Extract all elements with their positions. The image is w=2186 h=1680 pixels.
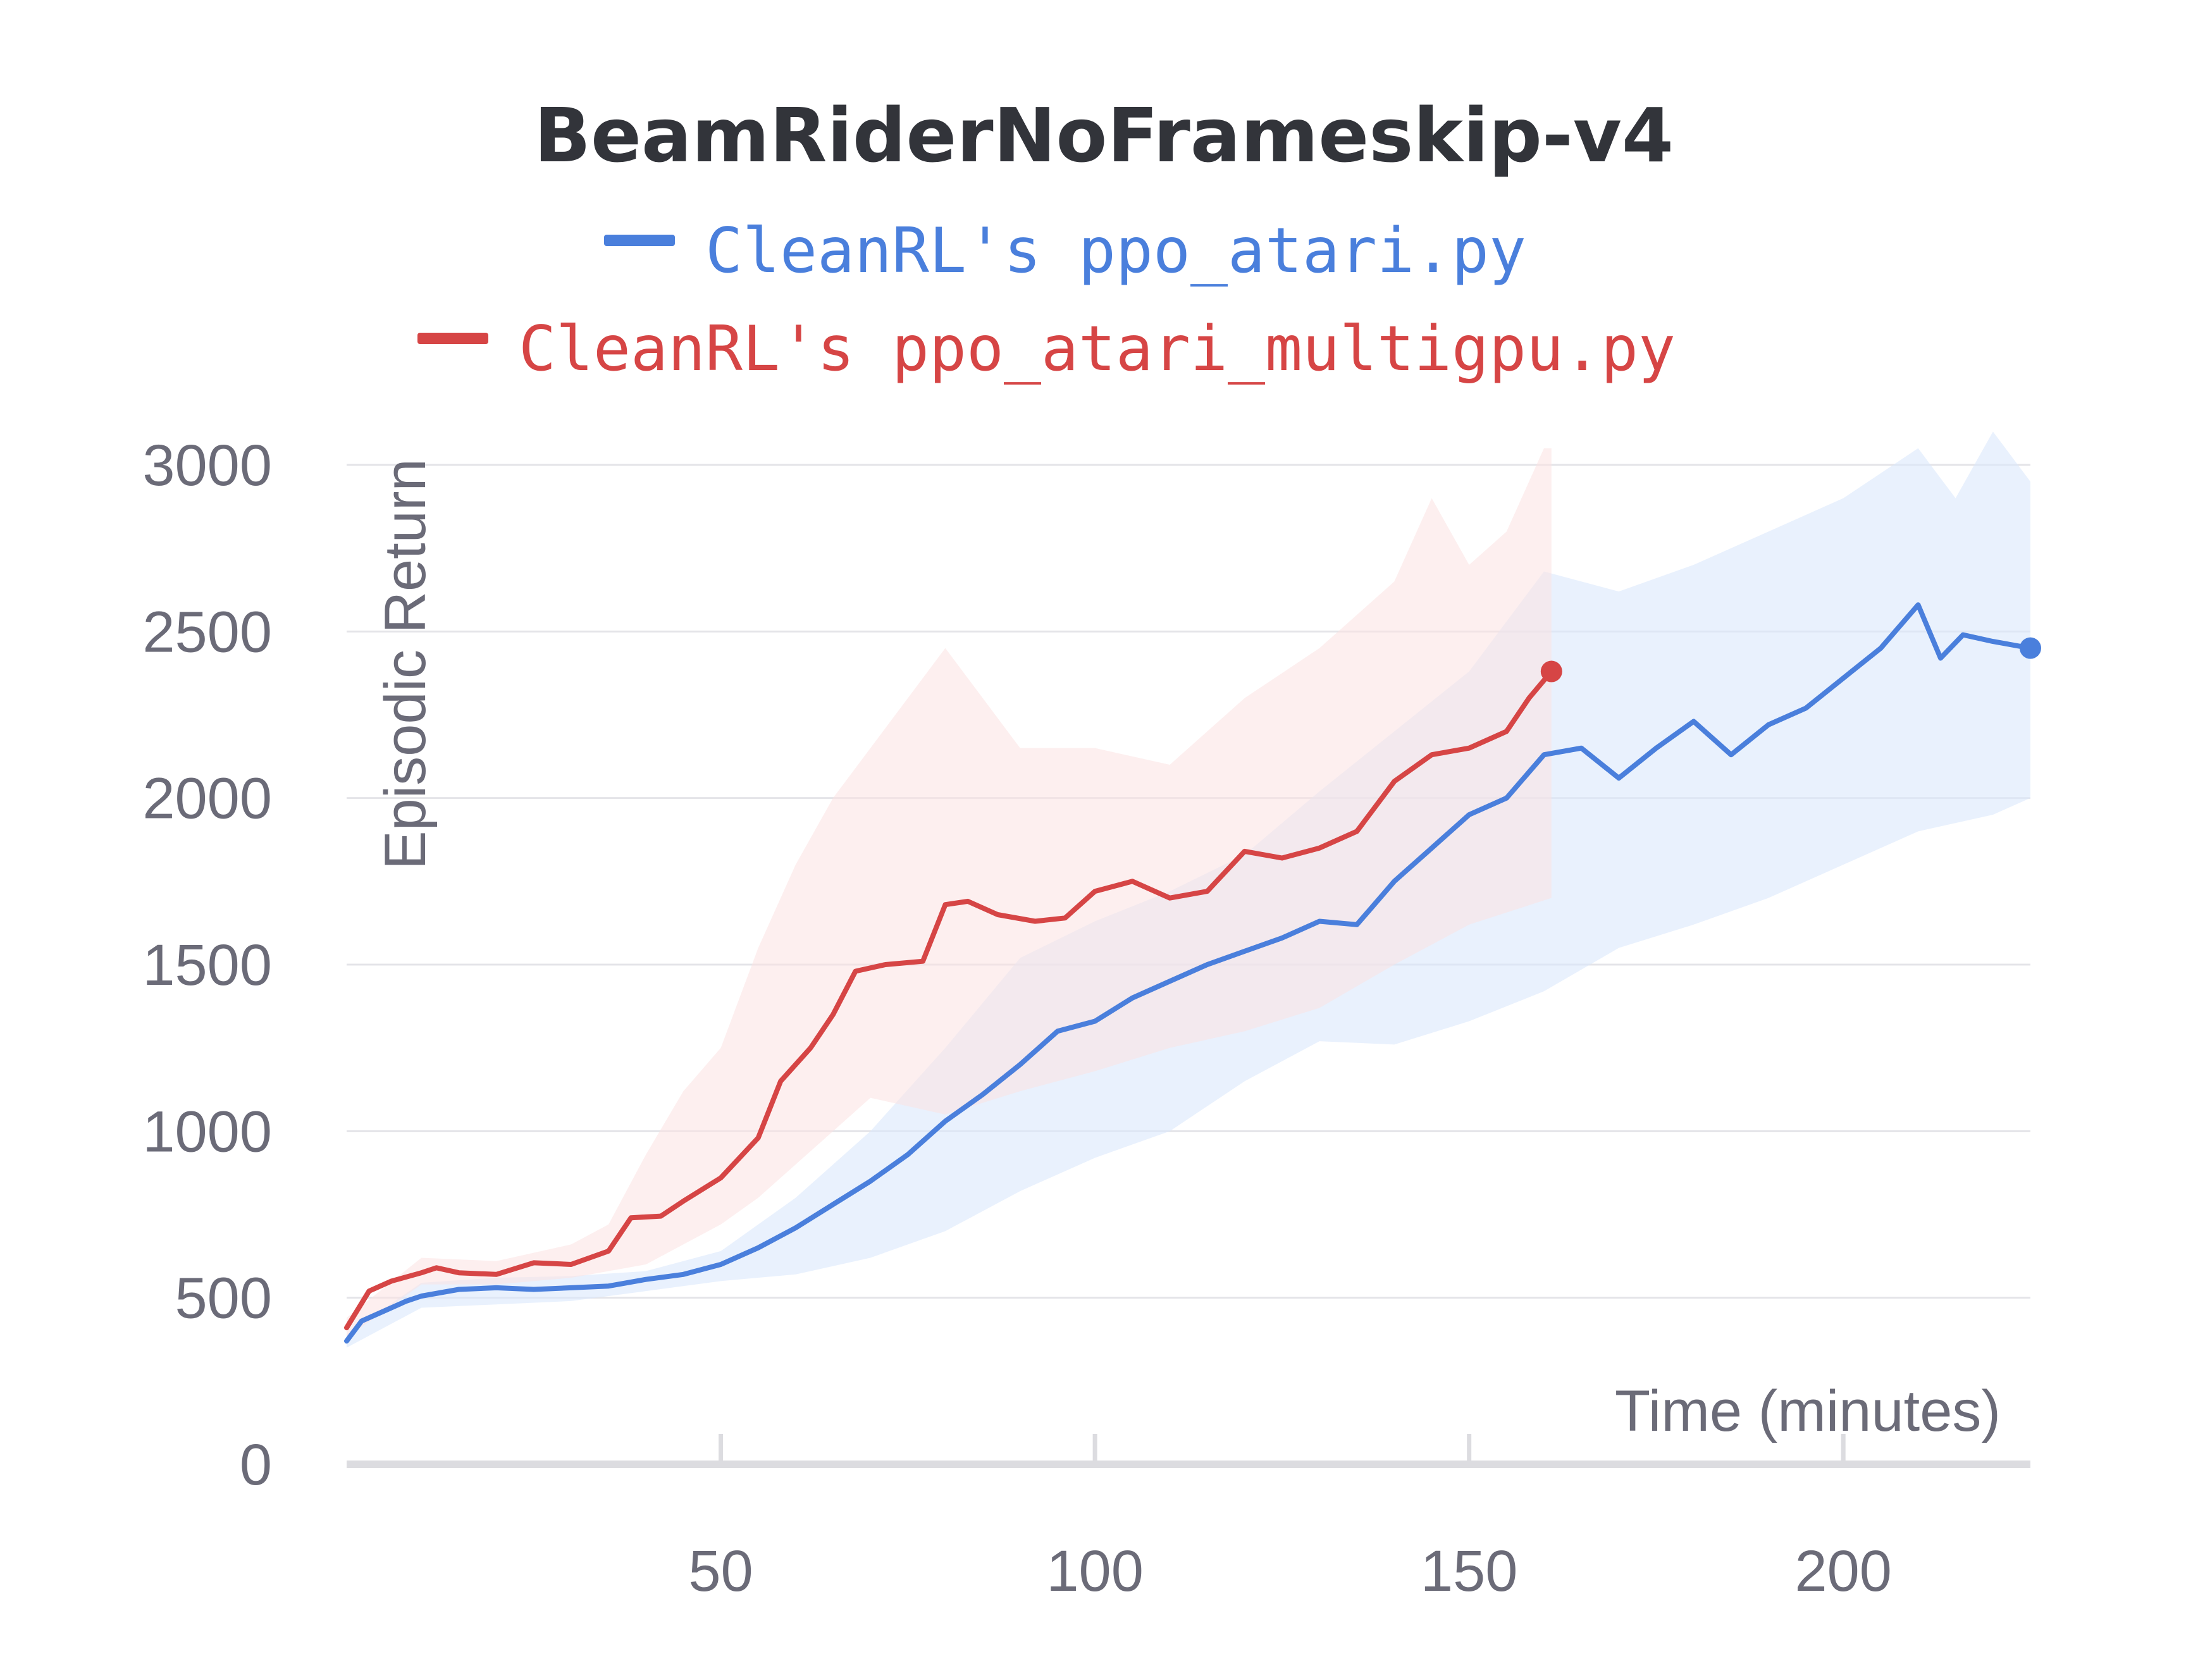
x-tick-label-50: 50 [688, 1539, 753, 1603]
grid [347, 464, 2030, 1468]
chart-title: BeamRiderNoFrameskip-v4 [534, 92, 1674, 179]
legend-swatch-ppo-atari [604, 235, 675, 246]
series-lines [344, 602, 2033, 1344]
y-tick-label-0: 0 [240, 1433, 272, 1497]
legend-item-ppo-atari-multigpu[interactable]: CleanRL's ppo_atari_multigpu.py [417, 313, 1676, 385]
x-tick-label-100: 100 [1046, 1539, 1144, 1603]
endpoint-ppo-atari [2020, 637, 2041, 659]
line-ppo-atari [344, 602, 2033, 1344]
x-axis: 50 100 150 200 [688, 1434, 1892, 1603]
y-axis-label: Episodic Return [373, 459, 438, 869]
line-ppo-atari-multigpu [344, 669, 1554, 1331]
x-axis-label: Time (minutes) [1615, 1379, 2001, 1443]
legend: CleanRL's ppo_atari.py CleanRL's ppo_ata… [417, 215, 1676, 385]
legend-label-ppo-atari: CleanRL's ppo_atari.py [705, 215, 1526, 287]
y-tick-label-2500: 2500 [142, 600, 272, 664]
y-tick-label-500: 500 [175, 1266, 273, 1331]
endpoint-ppo-atari-multigpu [1540, 660, 1562, 682]
legend-item-ppo-atari[interactable]: CleanRL's ppo_atari.py [604, 215, 1526, 287]
y-tick-label-1000: 1000 [142, 1099, 272, 1164]
y-tick-label-2000: 2000 [142, 767, 272, 831]
y-tick-label-1500: 1500 [142, 933, 272, 998]
y-tick-label-3000: 3000 [142, 433, 272, 498]
x-tick-label-200: 200 [1794, 1539, 1892, 1603]
series-endpoints [1540, 637, 2041, 682]
y-axis: 0 500 1000 1500 2000 2500 3000 [142, 433, 272, 1497]
x-tick-label-150: 150 [1421, 1539, 1518, 1603]
legend-swatch-ppo-atari-multigpu [417, 333, 488, 344]
confidence-bands [347, 431, 2030, 1348]
band-ppo-atari-multigpu [347, 448, 1552, 1338]
legend-label-ppo-atari-multigpu: CleanRL's ppo_atari_multigpu.py [519, 313, 1676, 385]
